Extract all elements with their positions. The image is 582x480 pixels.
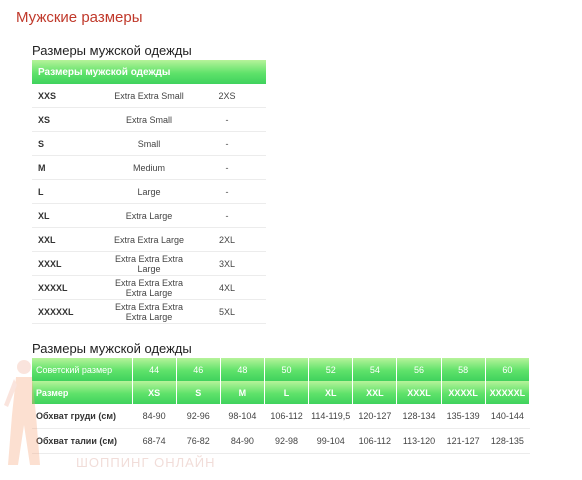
chest-cell: 140-144 [485,404,530,429]
size-alt-code: 5XL [188,299,266,324]
size-alt-code: 2XS [188,84,266,108]
soviet-size-label: Советский размер [32,358,133,381]
size-cell: M [220,381,265,404]
size-alt-code: - [188,131,266,156]
chest-cell: 84-90 [132,404,177,429]
size-alt-code: 4XL [188,275,266,300]
size-name-row: XXXXL Extra Extra Extra Extra Large 4XL [32,275,266,300]
chest-cell: 106-112 [264,404,309,429]
soviet-size-cell: 50 [264,358,310,381]
section-title-clothing: Размеры мужской одежды [32,43,192,58]
size-code: L [32,179,110,204]
size-cell: L [264,381,310,404]
soviet-size-cell: 58 [441,358,486,381]
size-name-row: L Large - [32,179,266,204]
size-alt-code: - [188,203,266,228]
size-name-row: S Small - [32,131,266,156]
soviet-size-cell: 60 [485,358,531,381]
chest-label: Обхват груди (см) [32,404,132,429]
size-full-name: Medium [110,155,188,180]
size-name-row: XXL Extra Extra Large 2XL [32,227,266,252]
size-measurement-table: Советский размер 44 46 48 50 52 54 56 58 60 Разм… [32,358,531,454]
chest-row: Обхват груди (см) 84-90 92-96 98-104 106-11… [32,404,530,429]
waist-label: Обхват талии (см) [32,428,132,454]
size-name-row: XXXXXL Extra Extra Extra Extra Large 5XL [32,299,266,324]
size-cell: XXXXXL [485,381,531,404]
soviet-size-cell: 44 [132,358,177,381]
chest-cell: 120-127 [352,404,397,429]
soviet-size-cell: 54 [352,358,398,381]
chest-cell: 135-139 [441,404,486,429]
size-name-table: Размеры мужской одежды XXS Extra Extra Sm… [32,60,266,324]
waist-cell: 113-120 [396,428,442,454]
size-full-name: Large [110,179,188,204]
waist-cell: 106-112 [352,428,397,454]
size-cell: XS [132,381,177,404]
size-alt-code: - [188,107,266,132]
size-code: S [32,131,110,156]
chest-cell: 92-96 [176,404,221,429]
size-code: XXXL [32,251,110,276]
waist-cell: 128-135 [485,428,530,454]
size-code: XXS [32,84,110,108]
waist-cell: 99-104 [308,428,353,454]
size-cell: XL [308,381,354,404]
size-name-row: XL Extra Large - [32,203,266,228]
size-code: XXXXL [32,275,110,300]
soviet-size-cell: 48 [220,358,265,381]
size-code: M [32,155,110,180]
size-full-name: Extra Extra Extra Extra Large [110,275,188,300]
size-full-name: Extra Extra Small [110,84,188,108]
size-code: XL [32,203,110,228]
chest-cell: 98-104 [220,404,265,429]
size-cell: XXXL [396,381,442,404]
size-full-name: Extra Extra Extra Large [110,251,188,276]
size-alt-code: - [188,155,266,180]
size-full-name: Extra Small [110,107,188,132]
size-full-name: Extra Large [110,203,188,228]
size-cell: S [176,381,221,404]
chest-cell: 114-119,5 [308,404,353,429]
size-name-row: XXXL Extra Extra Extra Large 3XL [32,251,266,276]
soviet-size-cell: 56 [396,358,442,381]
waist-cell: 92-98 [264,428,309,454]
size-full-name: Extra Extra Large [110,227,188,252]
size-full-name: Small [110,131,188,156]
waist-row: Обхват талии (см) 68-74 76-82 84-90 92-98 99… [32,428,530,454]
fashion-figure-icon [4,360,40,465]
size-cell: XXL [352,381,398,404]
watermark-text: ШОППИНГ ОНЛАЙН [76,455,216,470]
size-label: Размер [32,381,133,404]
size-name-table-header: Размеры мужской одежды [32,60,266,84]
size-name-row: XXS Extra Extra Small 2XS [32,84,266,108]
soviet-size-cell: 52 [308,358,354,381]
size-code: XXL [32,227,110,252]
size-row: Размер XS S M L XL XXL XXXL XXXXL XXXXXL [32,381,531,404]
waist-cell: 76-82 [176,428,221,454]
size-name-row: XS Extra Small - [32,107,266,132]
size-cell: XXXXL [441,381,486,404]
waist-cell: 68-74 [132,428,177,454]
size-code: XXXXXL [32,299,110,324]
size-alt-code: - [188,179,266,204]
section-title-measurements: Размеры мужской одежды [32,341,192,356]
soviet-size-cell: 46 [176,358,221,381]
size-alt-code: 2XL [188,227,266,252]
chest-cell: 128-134 [396,404,442,429]
soviet-size-row: Советский размер 44 46 48 50 52 54 56 58 60 [32,358,531,381]
size-full-name: Extra Extra Extra Extra Large [110,299,188,324]
waist-cell: 121-127 [441,428,486,454]
waist-cell: 84-90 [220,428,265,454]
size-code: XS [32,107,110,132]
page-title: Мужские размеры [16,9,143,26]
size-name-row: M Medium - [32,155,266,180]
size-alt-code: 3XL [188,251,266,276]
